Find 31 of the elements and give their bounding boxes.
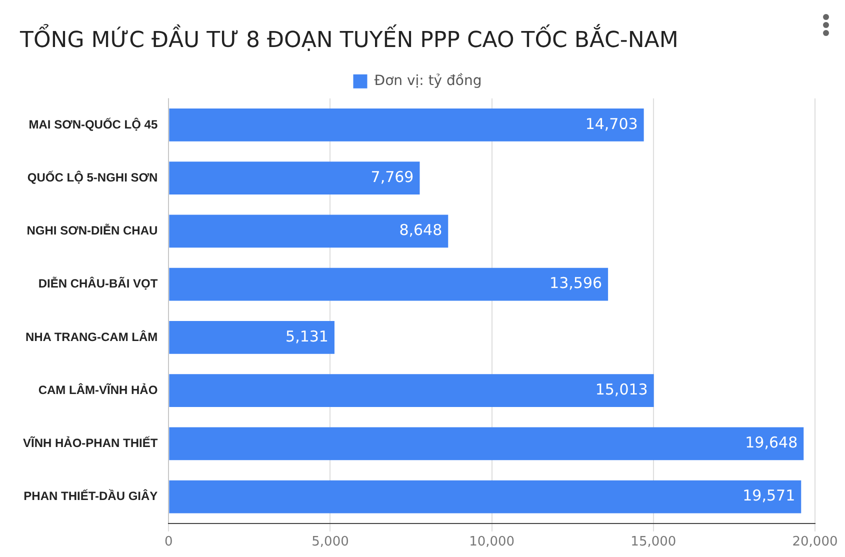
- data-label: 5,131: [286, 327, 328, 346]
- y-tick-label: NHA TRANG-CAM LÂM: [25, 330, 158, 344]
- data-label: 14,703: [585, 114, 638, 133]
- data-label: 19,648: [745, 434, 798, 452]
- bar: [169, 108, 644, 142]
- x-tick-label: 15,000: [630, 534, 676, 550]
- data-label: 13,596: [550, 274, 602, 292]
- chart-title: TỔNG MỨC ĐẦU TƯ 8 ĐOẠN TUYẾN PPP CAO TỐC BẮC-NAM: [19, 24, 678, 53]
- x-tick-label: 10,000: [469, 534, 515, 550]
- bar: [169, 162, 420, 195]
- y-tick-label: DIỄN CHÂU-BÃI VỌT: [38, 276, 158, 291]
- x-tick-label: 0: [164, 534, 173, 550]
- x-tick-label: 5,000: [312, 534, 349, 550]
- legend-label: Đơn vị: tỷ đồng: [374, 73, 482, 90]
- y-tick-label: PHAN THIẾT-DẦU GIÂY: [24, 489, 158, 504]
- y-tick-label: VĨNH HẢO-PHAN THIẾT: [22, 436, 158, 450]
- x-tick-label: 20,000: [792, 534, 838, 550]
- data-label: 15,013: [595, 380, 648, 398]
- bar: [169, 320, 334, 354]
- y-tick-label: CAM LÂM-VĨNH HẢO: [38, 382, 158, 397]
- data-label: 19,571: [742, 486, 796, 505]
- data-label: 7,769: [370, 168, 414, 186]
- data-label: 8,648: [399, 221, 442, 240]
- bar: [169, 268, 608, 301]
- bar: [169, 214, 448, 248]
- y-tick-label: MAI SƠN-QUỐC LỘ 45: [28, 117, 158, 132]
- bar: [169, 374, 654, 408]
- y-tick-label: QUỐC LỘ 5-NGHI SƠN: [27, 170, 158, 184]
- y-tick-label: NGHI SƠN-DIỄN CHAU: [26, 224, 158, 238]
- bar: [169, 427, 804, 460]
- bar: [169, 480, 802, 514]
